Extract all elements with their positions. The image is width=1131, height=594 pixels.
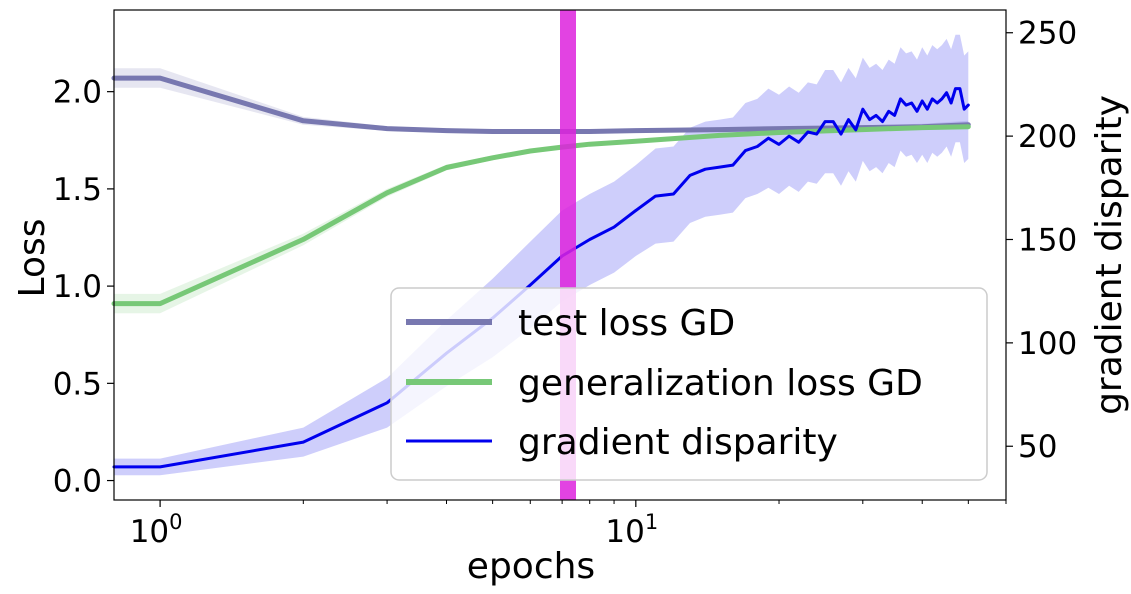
right-tick-label: 250 bbox=[1018, 16, 1077, 52]
legend-label-test-loss: test loss GD bbox=[518, 303, 735, 344]
x-tick-label-exponent: 1 bbox=[645, 510, 658, 534]
left-axis-ticks: 0.0 0.5 1.0 1.5 2.0 bbox=[53, 75, 114, 500]
generalization-loss-gd-band bbox=[114, 124, 969, 314]
right-tick-label: 200 bbox=[1018, 119, 1077, 155]
x-tick-label-base: 10 bbox=[605, 514, 644, 550]
right-tick-label: 100 bbox=[1018, 326, 1077, 362]
right-axis-label: gradient disparity bbox=[1089, 95, 1130, 415]
left-tick-label: 0.5 bbox=[53, 366, 102, 402]
left-tick-label: 1.5 bbox=[53, 172, 102, 208]
right-tick-label: 50 bbox=[1018, 429, 1057, 465]
gradient-disparity-line bbox=[112, 87, 970, 469]
right-axis-ticks: 50 100 150 200 250 bbox=[1006, 16, 1077, 465]
legend-box bbox=[390, 287, 988, 481]
x-axis-label: epochs bbox=[467, 546, 595, 587]
legend-label-generalization-loss: generalization loss GD bbox=[518, 363, 923, 404]
x-tick-label-exponent: 0 bbox=[169, 510, 182, 534]
x-tick-label-base: 10 bbox=[130, 514, 169, 550]
left-tick-label: 0.0 bbox=[53, 464, 102, 500]
left-tick-label: 1.0 bbox=[53, 269, 102, 305]
legend-label-gradient-disparity: gradient disparity bbox=[518, 422, 838, 463]
legend: test loss GD generalization loss GD grad… bbox=[390, 287, 988, 481]
plot-frame bbox=[113, 9, 1007, 501]
x-tick-label: 100 bbox=[130, 510, 183, 550]
left-axis-label: Loss bbox=[12, 219, 53, 298]
gradient-disparity-band bbox=[114, 34, 969, 476]
right-tick-label: 150 bbox=[1018, 222, 1077, 258]
x-axis-ticks: 100 101 bbox=[130, 500, 1007, 550]
left-tick-label: 2.0 bbox=[53, 75, 102, 111]
x-tick-label: 101 bbox=[605, 510, 658, 550]
